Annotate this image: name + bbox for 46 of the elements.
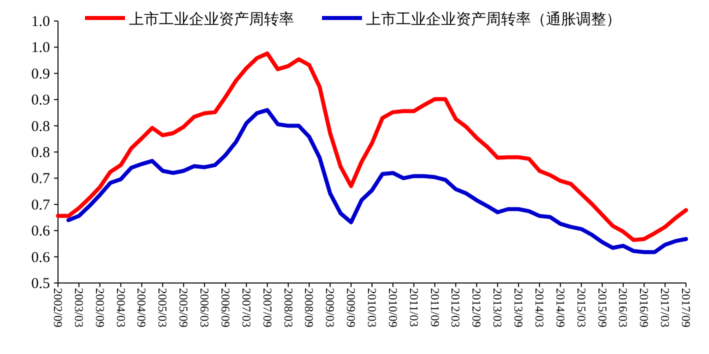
- x-tick-label: 2016/03: [616, 288, 630, 328]
- x-tick-label: 2011/03: [406, 288, 421, 327]
- x-tick-label: 2015/03: [574, 288, 588, 328]
- x-tick-label: 2013/03: [490, 288, 505, 328]
- x-tick-label: 2009/09: [344, 288, 358, 328]
- x-tick-label: 2011/09: [428, 288, 442, 327]
- x-tick-label: 2006/03: [198, 288, 212, 328]
- line-series: [66, 108, 688, 254]
- legend-label: 上市工业企业资产周转率: [129, 10, 294, 28]
- x-tick-label: 2010/03: [365, 288, 379, 328]
- x-tick-label: 2017/09: [679, 288, 693, 328]
- x-tick-label: 2004/03: [114, 288, 128, 328]
- y-tick-label: 0.6: [31, 250, 50, 266]
- x-tick-label: 2006/09: [218, 288, 232, 328]
- x-tick-label: 2012/03: [448, 288, 463, 328]
- x-tick-label: 2007/03: [239, 288, 254, 328]
- y-tick-label: 0.9: [31, 66, 50, 82]
- x-tick-label: 2003/03: [72, 288, 86, 328]
- x-tick-label: 2007/09: [260, 288, 274, 328]
- x-tick-label: 2005/03: [156, 288, 170, 328]
- x-tick-label: 2010/09: [386, 288, 400, 328]
- x-tick-label: 2014/09: [553, 288, 568, 328]
- x-tick-label: 2013/09: [512, 288, 526, 328]
- x-tick-label: 2015/09: [595, 288, 610, 328]
- y-tick-label: 1.0: [31, 14, 50, 30]
- x-tick-label: 2008/03: [281, 288, 296, 328]
- legend-label: 上市工业企业资产周转率（通胀调整）: [366, 10, 621, 28]
- line-series: [56, 51, 688, 242]
- x-tick-label: 2017/03: [658, 288, 672, 328]
- x-tick-label: 2014/03: [532, 288, 546, 328]
- x-tick-label: 2008/09: [302, 288, 316, 328]
- x-tick-label: 2005/09: [176, 288, 191, 328]
- x-tick-label: 2002/09: [51, 288, 65, 328]
- x-tick-label: 2003/09: [92, 288, 107, 328]
- y-tick-label: 0.5: [31, 276, 50, 292]
- x-tick-label: 2016/09: [637, 288, 652, 328]
- y-tick-label: 0.8: [31, 118, 50, 135]
- y-tick-label: 1.0: [31, 40, 50, 56]
- y-tick-label: 0.7: [31, 171, 50, 188]
- y-tick-label: 0.9: [31, 92, 50, 109]
- x-tick-label: 2012/09: [470, 288, 484, 328]
- x-tick-label: 2004/09: [134, 288, 149, 328]
- x-tick-label: 2009/03: [323, 288, 338, 328]
- y-tick-label: 0.6: [31, 224, 50, 240]
- y-tick-label: 0.8: [31, 145, 50, 161]
- y-tick-label: 0.7: [31, 197, 50, 214]
